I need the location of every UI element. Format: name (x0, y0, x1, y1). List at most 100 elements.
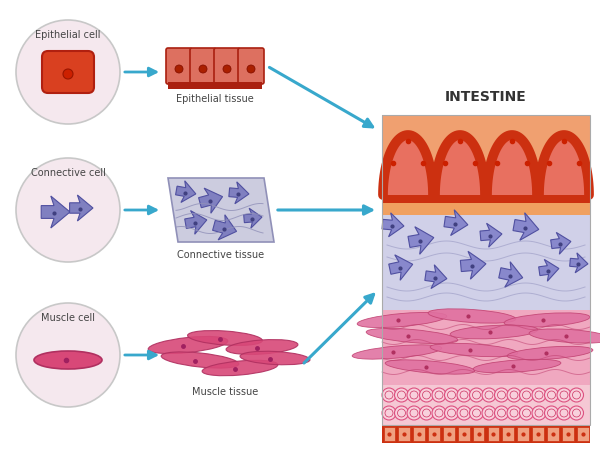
Polygon shape (229, 182, 249, 204)
Polygon shape (41, 196, 70, 228)
Polygon shape (569, 253, 588, 273)
Bar (428, 427, 440, 441)
Circle shape (445, 406, 458, 420)
Circle shape (407, 388, 421, 402)
Ellipse shape (385, 360, 475, 374)
Circle shape (199, 65, 207, 73)
Bar (382, 385, 590, 425)
Ellipse shape (529, 329, 600, 343)
Polygon shape (244, 208, 262, 228)
Bar (382, 115, 590, 210)
Bar (382, 195, 590, 203)
Bar (562, 427, 574, 441)
Circle shape (494, 388, 509, 402)
Bar (168, 82, 262, 89)
Bar (382, 215, 590, 310)
Circle shape (432, 406, 446, 420)
Text: Connective tissue: Connective tissue (178, 250, 265, 260)
Ellipse shape (240, 351, 310, 365)
Polygon shape (389, 255, 413, 280)
FancyBboxPatch shape (166, 48, 192, 84)
Ellipse shape (352, 345, 442, 359)
Circle shape (175, 65, 183, 73)
Polygon shape (486, 135, 538, 195)
Circle shape (63, 69, 73, 79)
Ellipse shape (504, 313, 590, 327)
Text: Epithelial tissue: Epithelial tissue (176, 94, 254, 104)
Circle shape (445, 388, 458, 402)
Circle shape (470, 388, 484, 402)
Circle shape (382, 388, 396, 402)
Polygon shape (168, 178, 274, 242)
Polygon shape (382, 135, 434, 195)
Ellipse shape (428, 309, 516, 323)
Circle shape (545, 388, 559, 402)
Circle shape (382, 406, 396, 420)
Polygon shape (513, 213, 539, 240)
Circle shape (507, 388, 521, 402)
Circle shape (457, 406, 471, 420)
Circle shape (395, 388, 409, 402)
FancyBboxPatch shape (190, 48, 216, 84)
Circle shape (569, 388, 583, 402)
Bar (382, 203, 590, 215)
Polygon shape (434, 135, 486, 195)
Bar (383, 427, 395, 441)
Polygon shape (444, 210, 468, 235)
Ellipse shape (188, 331, 262, 346)
Circle shape (520, 406, 533, 420)
Circle shape (494, 406, 509, 420)
Polygon shape (199, 188, 223, 213)
Circle shape (569, 406, 583, 420)
Ellipse shape (450, 325, 538, 339)
Circle shape (520, 388, 533, 402)
Ellipse shape (357, 312, 447, 328)
Ellipse shape (366, 328, 458, 344)
Ellipse shape (161, 352, 239, 368)
Polygon shape (70, 195, 93, 221)
Ellipse shape (507, 346, 593, 360)
Polygon shape (551, 232, 571, 254)
Circle shape (395, 406, 409, 420)
Ellipse shape (473, 359, 561, 373)
Text: Muscle cell: Muscle cell (41, 313, 95, 323)
Polygon shape (538, 135, 590, 195)
Bar (487, 427, 499, 441)
Circle shape (557, 406, 571, 420)
Polygon shape (212, 215, 236, 240)
Ellipse shape (34, 351, 102, 369)
Circle shape (419, 406, 433, 420)
Circle shape (16, 303, 120, 407)
Bar (382, 115, 590, 425)
Bar (382, 310, 590, 385)
Text: INTESTINE: INTESTINE (445, 90, 527, 104)
Circle shape (557, 388, 571, 402)
Polygon shape (480, 223, 502, 247)
Ellipse shape (202, 360, 278, 376)
Circle shape (507, 406, 521, 420)
Polygon shape (539, 259, 559, 281)
Circle shape (223, 65, 231, 73)
Bar (517, 427, 529, 441)
Polygon shape (382, 213, 404, 237)
Bar (532, 427, 544, 441)
Polygon shape (460, 251, 486, 279)
Bar (458, 427, 470, 441)
Circle shape (407, 406, 421, 420)
Ellipse shape (430, 343, 518, 357)
Polygon shape (425, 265, 447, 288)
Bar (398, 427, 410, 441)
Polygon shape (176, 181, 196, 202)
Circle shape (532, 406, 546, 420)
Circle shape (419, 388, 433, 402)
Polygon shape (499, 262, 523, 287)
Bar (577, 427, 589, 441)
Text: Muscle tissue: Muscle tissue (192, 387, 258, 397)
Text: Connective cell: Connective cell (31, 168, 106, 178)
Polygon shape (408, 227, 434, 254)
Text: Epithelial cell: Epithelial cell (35, 30, 101, 40)
Circle shape (16, 158, 120, 262)
Circle shape (482, 406, 496, 420)
Bar (413, 427, 425, 441)
Bar (473, 427, 485, 441)
